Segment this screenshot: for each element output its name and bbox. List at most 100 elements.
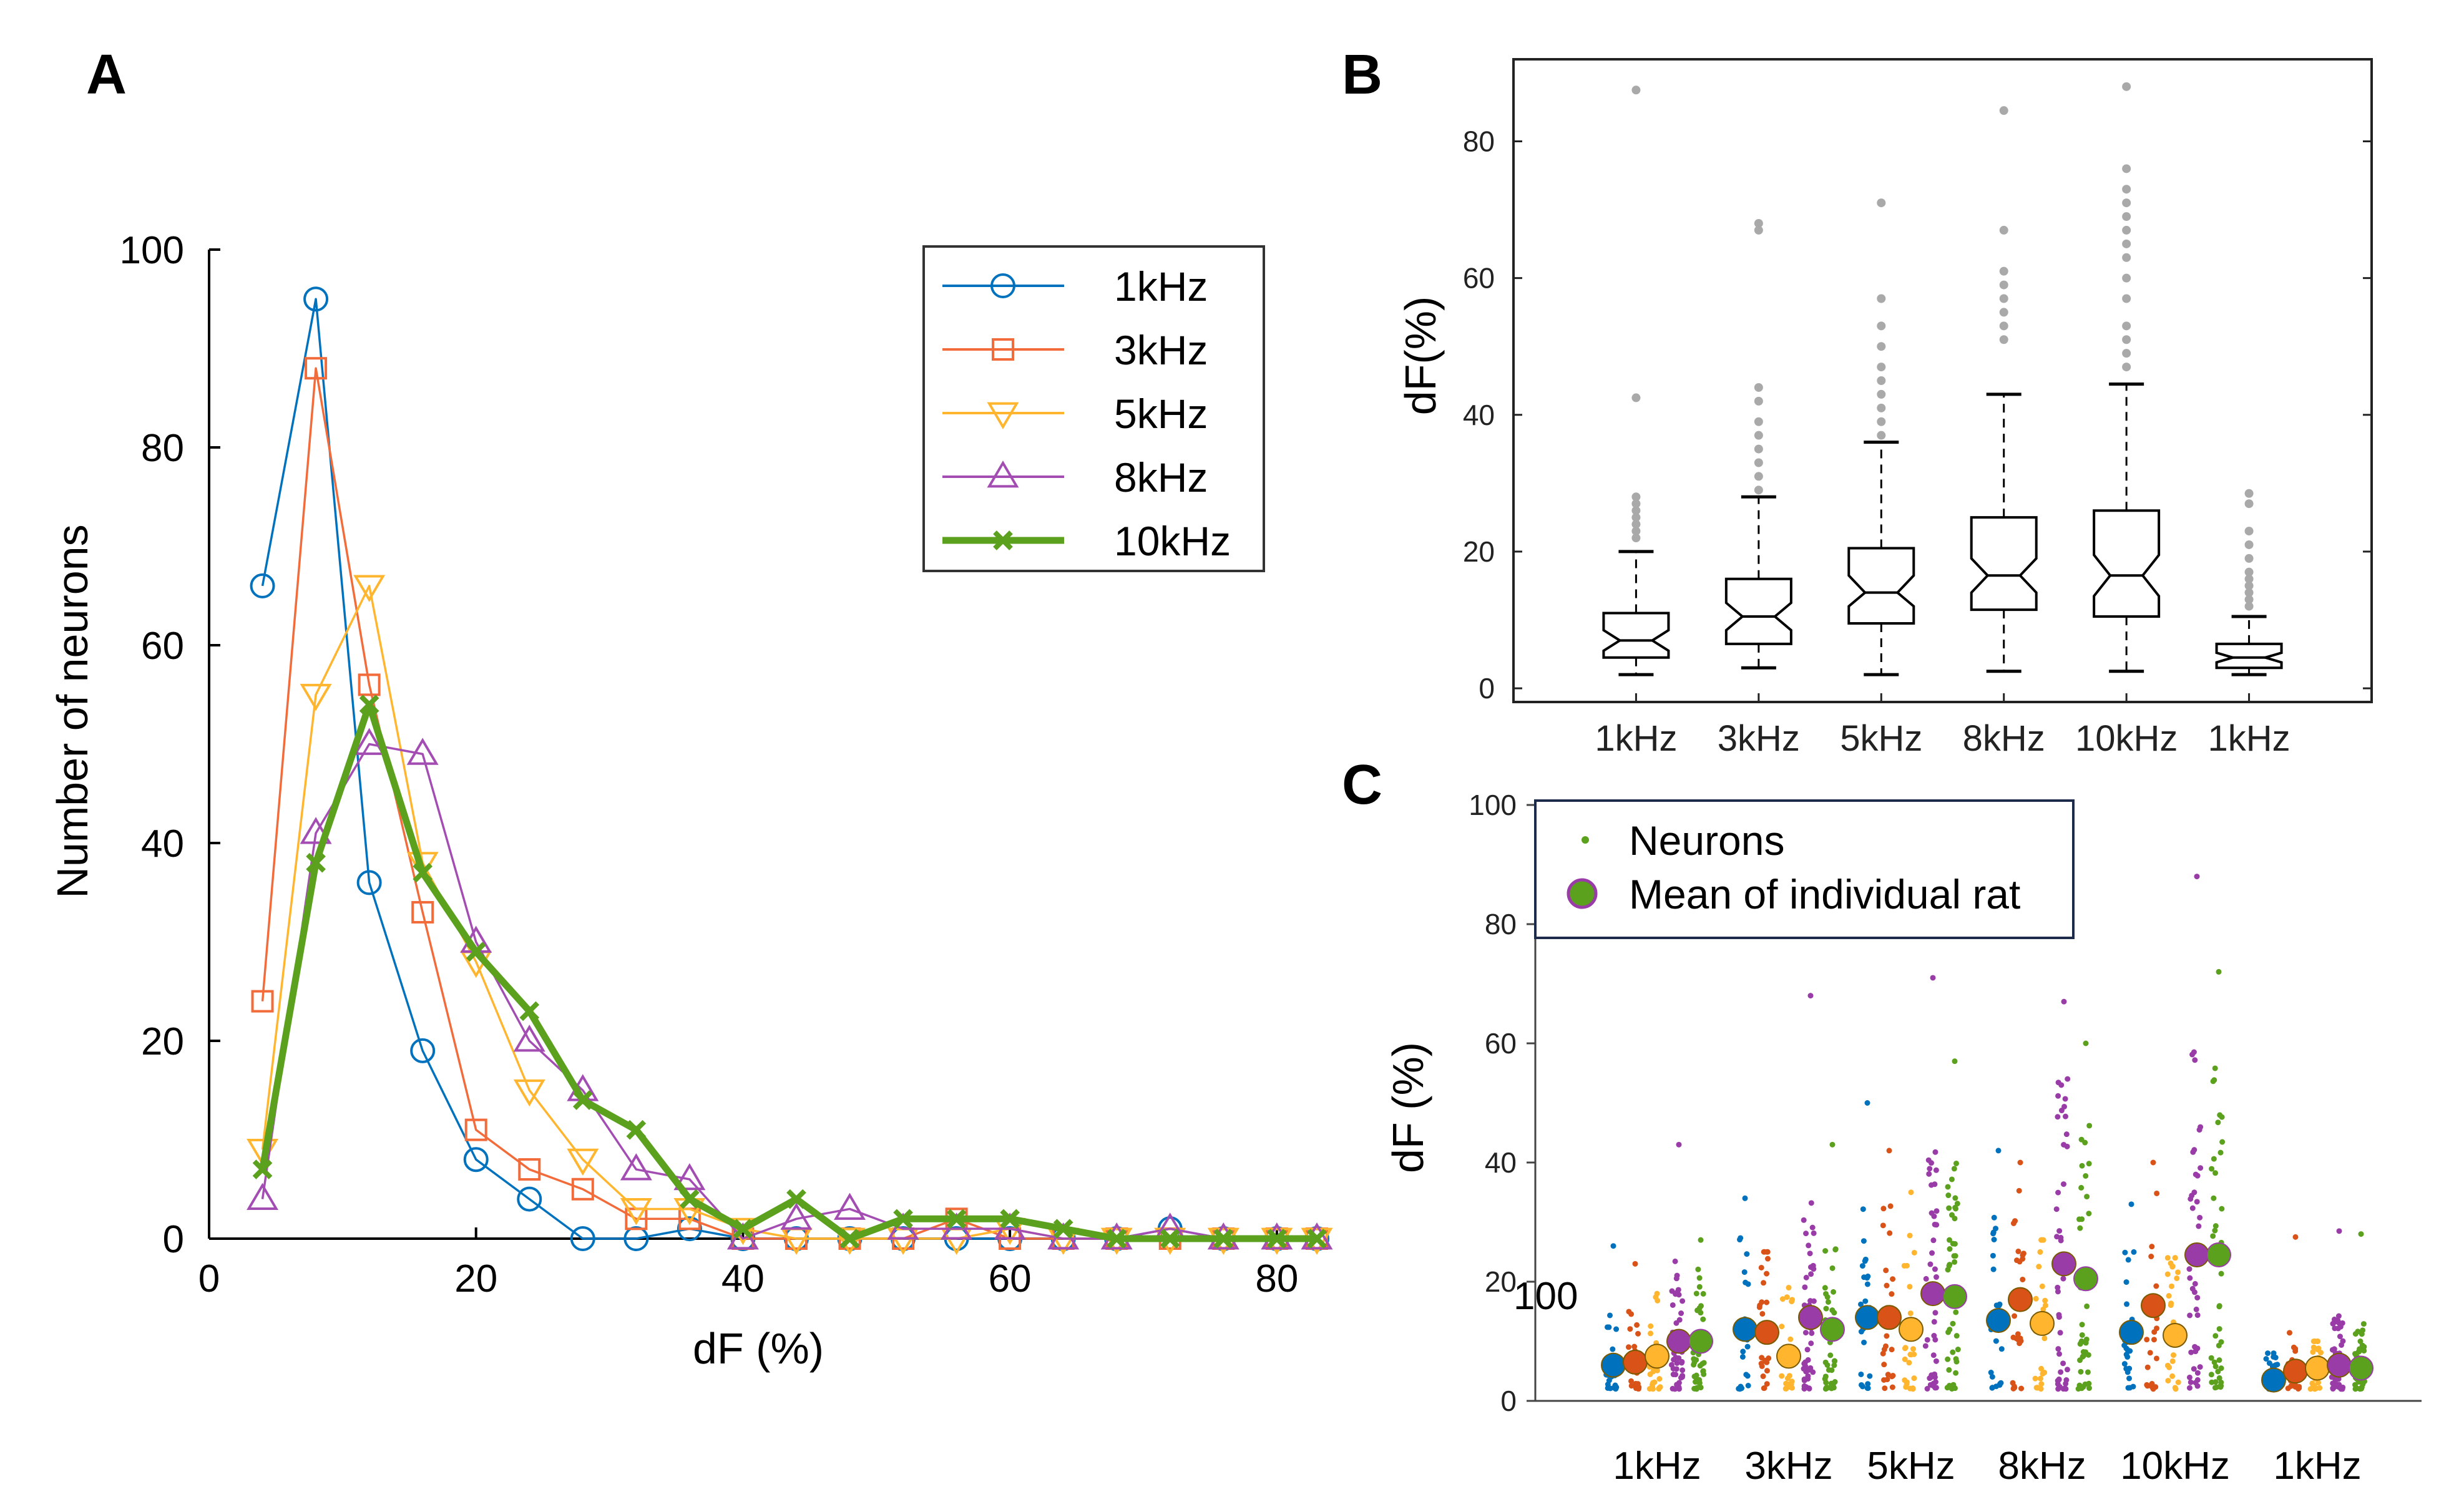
neuron-dot-max — [2271, 1350, 2277, 1357]
neuron-dot — [2060, 1181, 2066, 1187]
outlier-point — [1754, 417, 1763, 426]
neuron-dot — [1612, 1382, 1618, 1388]
legend-mean-dot-icon — [1567, 878, 1598, 909]
neuron-dot — [2198, 1165, 2204, 1171]
neuron-dot — [1760, 1373, 1766, 1380]
point-10kHz-stroke2 — [680, 1189, 700, 1209]
outlier-point — [2122, 82, 2131, 91]
neuron-dot — [2055, 1189, 2061, 1196]
legend-marker-10kHz-stroke2 — [993, 530, 1013, 550]
neuron-dot — [2168, 1283, 2174, 1289]
neuron-dot — [1823, 1385, 1829, 1391]
neuron-dot — [1932, 1149, 1938, 1155]
neuron-dot — [2189, 1285, 2196, 1292]
neuron-dot — [1948, 1176, 1955, 1182]
neuron-dot — [2164, 1255, 2171, 1261]
neuron-dot — [2055, 1386, 2061, 1392]
neuron-dot — [1806, 1385, 1812, 1392]
neuron-dot — [1925, 1157, 1932, 1163]
neuron-dot — [2186, 1385, 2193, 1391]
neuron-dot — [1831, 1362, 1837, 1368]
point-10kHz-stroke2 — [733, 1219, 753, 1239]
neuron-dot — [2017, 1340, 2023, 1347]
neuron-dot — [1626, 1309, 1632, 1315]
neuron-dot — [1947, 1246, 1953, 1252]
neuron-dot — [1674, 1289, 1680, 1295]
outlier-point — [2122, 273, 2131, 283]
neuron-dot — [2360, 1321, 2367, 1327]
box-notched — [2215, 642, 2283, 670]
neuron-dot — [2144, 1337, 2150, 1343]
neuron-dot — [2127, 1385, 2133, 1391]
neuron-dot — [1656, 1376, 1663, 1382]
neuron-dot — [2011, 1383, 2017, 1390]
point-10kHz-stroke2 — [1053, 1219, 1073, 1239]
outlier-point — [2122, 335, 2131, 344]
rat-mean-dot — [1820, 1317, 1845, 1342]
neuron-dot — [2055, 1284, 2061, 1290]
neuron-dot — [1881, 1347, 1887, 1353]
neuron-dot — [2080, 1383, 2086, 1390]
neuron-dot — [1950, 1349, 1956, 1355]
neuron-dot — [1945, 1329, 1952, 1335]
neuron-dot — [2037, 1249, 2043, 1255]
neuron-dot — [1607, 1312, 1613, 1319]
neuron-dot — [2330, 1320, 2336, 1327]
neuron-dot — [2165, 1378, 2171, 1384]
neuron-dot — [1739, 1385, 1745, 1392]
neuron-dot — [1945, 1267, 1951, 1273]
neuron-dot — [1779, 1296, 1786, 1302]
outlier-point — [2244, 595, 2254, 604]
neuron-dot — [1808, 1271, 1814, 1277]
b-category-label: 1kHz — [1595, 718, 1677, 759]
rat-mean-dot — [1920, 1281, 1945, 1307]
point-10kHz-stroke2 — [572, 1090, 593, 1110]
a-ytick-label: 40 — [141, 822, 184, 865]
neuron-dot — [1737, 1237, 1743, 1243]
neuron-dot — [2215, 1119, 2221, 1126]
neuron-dot — [1902, 1377, 1908, 1383]
point-1kHz-shape — [250, 573, 275, 598]
rat-mean-dot — [1688, 1329, 1713, 1354]
neuron-dot — [1696, 1275, 1703, 1281]
neuron-dot — [1669, 1288, 1675, 1294]
point-10kHz — [1213, 1229, 1234, 1249]
neuron-dot — [1764, 1270, 1770, 1277]
neuron-dot — [1829, 1307, 1836, 1314]
b-ytick-label: 80 — [1463, 125, 1495, 157]
neuron-dot — [2086, 1385, 2092, 1392]
point-1kHz-shape — [303, 286, 329, 312]
neuron-dot — [2086, 1123, 2093, 1129]
neuron-dot — [2036, 1264, 2042, 1270]
neuron-dot — [1628, 1383, 1635, 1389]
neuron-dot — [2339, 1342, 2345, 1348]
neuron-dot — [1861, 1339, 1867, 1345]
point-3kHz-shape — [251, 990, 274, 1013]
point-1kHz — [303, 286, 329, 312]
a-ytick-label: 80 — [141, 427, 184, 470]
neuron-dot — [2335, 1313, 2342, 1319]
neuron-dot — [1679, 1358, 1685, 1365]
neuron-dot — [1822, 1359, 1829, 1365]
neuron-dot — [2212, 1223, 2219, 1229]
neuron-dot-max — [2083, 1040, 2089, 1046]
neuron-dot — [1613, 1326, 1620, 1332]
neuron-dot — [2057, 1330, 2063, 1336]
neuron-dot-max — [1698, 1237, 1704, 1243]
point-10kHz — [466, 942, 486, 962]
neuron-dot — [1864, 1281, 1870, 1287]
point-5kHz-shape — [620, 1198, 652, 1226]
neuron-dot — [1823, 1305, 1829, 1312]
rat-mean-dot — [1754, 1320, 1779, 1345]
neuron-dot — [2166, 1293, 2172, 1299]
neuron-dot-max — [2039, 1237, 2045, 1243]
neuron-dot — [1698, 1310, 1704, 1316]
neuron-dot — [1998, 1380, 2004, 1386]
legend-marker-5kHz — [987, 402, 1019, 429]
neuron-dot — [1858, 1371, 1864, 1377]
legend-marker-3kHz — [992, 338, 1014, 361]
rat-mean-dot — [1877, 1305, 1902, 1330]
point-10kHz — [733, 1219, 753, 1239]
neuron-dot — [2211, 1195, 2217, 1201]
neuron-dot — [1650, 1383, 1656, 1390]
